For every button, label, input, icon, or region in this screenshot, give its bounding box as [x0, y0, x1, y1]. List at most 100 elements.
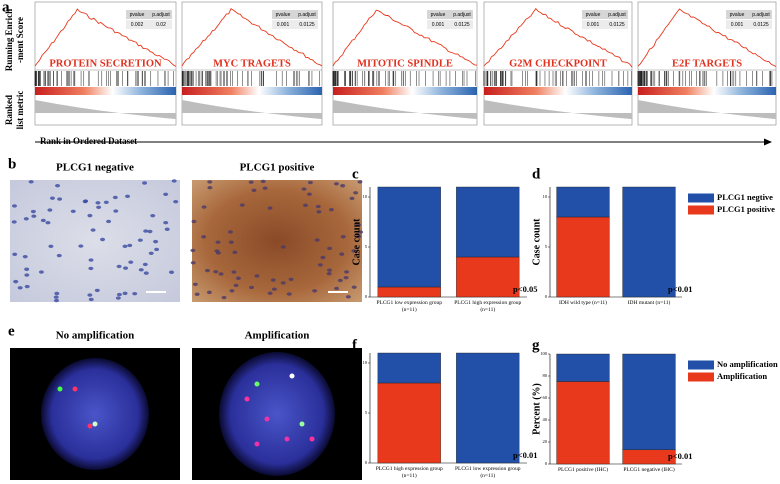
- cell-nucleus: [78, 244, 84, 248]
- rank-strip: [35, 87, 176, 95]
- cell-nucleus: [356, 234, 362, 239]
- cell-nucleus: [22, 254, 28, 259]
- cell-nucleus: [82, 199, 88, 204]
- cell-nucleus: [239, 203, 245, 207]
- cell-nucleus: [127, 243, 133, 248]
- gsea-frame: [34, 1, 177, 126]
- cell-nucleus: [337, 278, 343, 283]
- bar-segment: [556, 186, 610, 218]
- cell-nucleus: [31, 214, 37, 218]
- legend-swatch: [688, 372, 714, 382]
- p-value-annotation: p<0.05: [513, 284, 537, 294]
- x-tick-label-box: IDH wild type (n=11): [559, 300, 607, 306]
- cell-nucleus: [190, 248, 196, 253]
- cell-nucleus: [116, 264, 122, 269]
- cell-nucleus: [316, 210, 322, 214]
- x-tick-label: PLCG1 low expression group (n=11): [376, 300, 443, 313]
- fish-signal: [284, 436, 290, 442]
- cell-nucleus: [53, 295, 59, 299]
- gene-set-name: PROTEIN SECRETION: [49, 58, 162, 69]
- cell-nucleus: [143, 271, 149, 275]
- cell-nucleus: [113, 209, 119, 213]
- table-value: 0.001: [731, 22, 744, 28]
- rank-label: Rank in Ordered Dataset: [40, 136, 137, 146]
- p-value-annotation: p<0.01: [668, 451, 692, 461]
- photo-label: No amplification: [56, 330, 135, 342]
- cell-nucleus: [48, 244, 54, 249]
- cell-nucleus: [56, 253, 62, 258]
- cell-nucleus: [23, 217, 29, 221]
- cell-nucleus: [173, 199, 179, 204]
- y-tick-label: 10: [363, 194, 368, 199]
- bar-segment: [456, 186, 520, 258]
- x-tick-label: IDH wild type (n=11): [559, 300, 607, 306]
- bar-segment: [622, 353, 676, 450]
- fish-signal: [289, 373, 295, 379]
- cell-nucleus: [357, 180, 363, 184]
- enrichment-curve: [181, 8, 323, 67]
- cell-nucleus: [280, 281, 286, 285]
- photo: [192, 180, 362, 302]
- cell-nucleus: [351, 285, 357, 289]
- photo-label: PLCG1 negative: [56, 162, 134, 174]
- nucleus: [41, 358, 149, 470]
- gsea-frame: [332, 1, 478, 126]
- table-value: 0.02: [156, 22, 166, 28]
- y-tick-label: 80: [543, 373, 548, 378]
- table-header: p.adjust: [152, 12, 170, 18]
- x-tick-label: PLCG1 high expression group (n=11): [375, 466, 443, 479]
- panel-letter: b: [8, 156, 16, 172]
- enrichment-curve: [483, 7, 633, 68]
- cell-nucleus: [100, 237, 106, 242]
- y-tick-label: 100: [540, 351, 548, 356]
- cell-nucleus: [88, 297, 94, 302]
- cell-nucleus: [17, 286, 23, 290]
- table-value: 0.0125: [454, 22, 470, 28]
- cell-nucleus: [333, 182, 339, 186]
- cell-nucleus: [103, 200, 109, 205]
- cell-nucleus: [215, 251, 221, 255]
- nucleus: [219, 352, 335, 476]
- fish-signal: [309, 436, 315, 442]
- x-tick-label: IDH mutant (n=11): [627, 300, 671, 306]
- x-tick-label-box: PLCG1 high expression group (n=11): [454, 300, 521, 313]
- y-tick-label: 0: [545, 294, 548, 299]
- table-value: 0.0125: [299, 22, 315, 28]
- table-header-bg: [582, 10, 628, 19]
- cell-nucleus: [314, 238, 320, 242]
- cell-nucleus: [94, 288, 100, 293]
- table-header-bg: [427, 10, 473, 19]
- cell-nucleus: [254, 274, 260, 278]
- fish-signal: [87, 423, 93, 429]
- cell-nucleus: [229, 289, 235, 293]
- legend-label: PLCG1 negtive: [717, 192, 773, 202]
- cell-nucleus: [267, 206, 273, 210]
- cell-nucleus: [288, 277, 294, 282]
- y-tick-label: 0: [365, 460, 368, 465]
- rank-strip: [484, 87, 632, 95]
- x-tick-label: PLCG1 low expression group (n=11): [454, 466, 521, 479]
- cell-nucleus: [132, 291, 138, 296]
- cell-nucleus: [207, 186, 213, 190]
- legend-label: PLCG1 positive: [717, 204, 775, 214]
- cell-nucleus: [137, 238, 143, 242]
- gsea-y-label: Ranked: [4, 95, 14, 125]
- y-tick-label: 5: [545, 244, 548, 249]
- gsea-y-label: Running Enrich: [4, 9, 14, 71]
- cell-nucleus: [233, 283, 239, 288]
- gsea-y-label: -ment Score: [15, 17, 25, 63]
- cell-nucleus: [116, 292, 122, 297]
- bar-segment: [556, 353, 610, 382]
- table-row-bg: [582, 20, 628, 29]
- gsea-y-label: list metric: [15, 91, 25, 130]
- cell-nucleus: [201, 205, 207, 209]
- cell-nucleus: [218, 272, 224, 276]
- cell-nucleus: [115, 296, 121, 300]
- table-row-bg: [272, 20, 318, 29]
- cell-nucleus: [57, 197, 63, 201]
- cell-nucleus: [12, 252, 18, 257]
- cell-nucleus: [349, 196, 355, 201]
- bar-segment: [377, 186, 441, 288]
- cell-nucleus: [163, 220, 169, 225]
